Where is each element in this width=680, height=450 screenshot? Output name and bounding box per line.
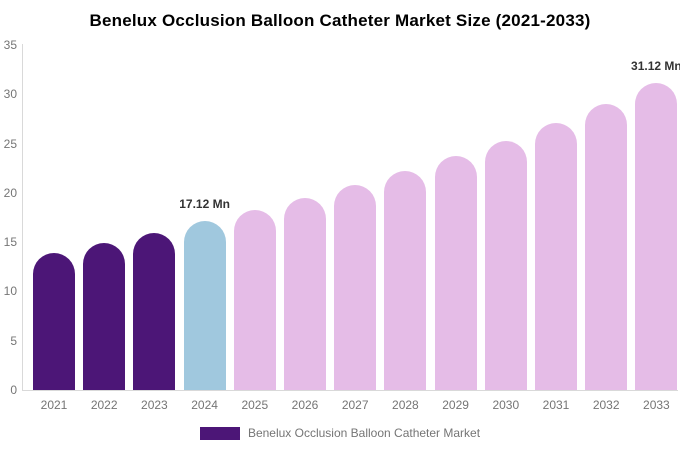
- y-axis-line: [22, 44, 23, 390]
- value-label-2024: 17.12 Mn: [179, 197, 230, 212]
- y-tick-label-25: 25: [3, 136, 17, 151]
- x-tick-label-2033: 2033: [643, 398, 670, 412]
- y-tick-label-10: 10: [3, 284, 17, 299]
- bar-2024: [183, 221, 226, 390]
- bar-2030: [484, 140, 527, 390]
- bar-2032: [585, 104, 628, 390]
- x-tick-label-2022: 2022: [90, 398, 118, 412]
- x-tick-label-2024: 2024: [191, 398, 218, 412]
- x-tick-label-2032: 2032: [592, 398, 620, 412]
- x-tick-label-2023: 2023: [141, 398, 168, 412]
- bar-2027: [334, 184, 377, 390]
- y-tick-label-30: 30: [3, 87, 17, 102]
- bar-2028: [384, 171, 427, 390]
- bar-2033: [635, 83, 678, 390]
- bar-2023: [133, 233, 176, 390]
- x-tick-label-2027: 2027: [341, 398, 369, 412]
- legend-label: Benelux Occlusion Balloon Catheter Marke…: [247, 426, 481, 440]
- x-tick-label-2031: 2031: [542, 398, 570, 412]
- legend: Benelux Occlusion Balloon Catheter Marke…: [0, 426, 680, 440]
- legend-swatch: [199, 426, 240, 440]
- bar-2029: [434, 156, 477, 390]
- x-tick-label-2030: 2030: [492, 398, 520, 412]
- bar-2026: [284, 197, 326, 390]
- y-tick-label-5: 5: [10, 333, 17, 348]
- x-tick-label-2021: 2021: [40, 398, 68, 412]
- value-label-2033: 31.12 Mn: [631, 59, 680, 74]
- x-axis-line: [22, 390, 678, 391]
- x-tick-label-2026: 2026: [291, 398, 319, 412]
- bar-2031: [535, 122, 577, 390]
- y-tick-label-0: 0: [10, 383, 17, 397]
- y-tick-label-20: 20: [3, 185, 17, 200]
- x-tick-label-2028: 2028: [392, 398, 419, 412]
- y-tick-label-15: 15: [3, 235, 17, 250]
- y-tick-label-35: 35: [3, 38, 17, 52]
- x-tick-label-2029: 2029: [442, 398, 469, 412]
- x-tick-label-2025: 2025: [241, 398, 269, 412]
- chart-title: Benelux Occlusion Balloon Catheter Marke…: [89, 11, 591, 30]
- bar-2021: [33, 252, 75, 390]
- bar-2025: [233, 209, 276, 390]
- bar-2022: [83, 243, 126, 390]
